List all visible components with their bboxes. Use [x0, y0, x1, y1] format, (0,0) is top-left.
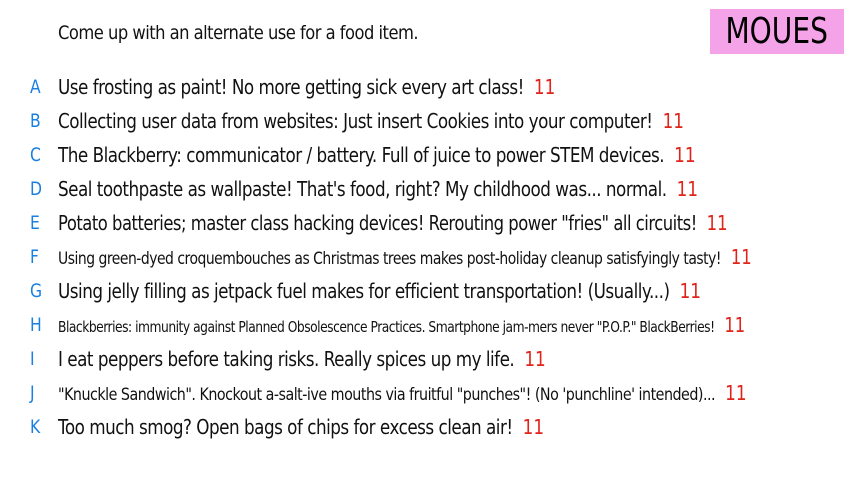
answer-letter: C	[30, 144, 41, 166]
answer-score: 11	[679, 279, 701, 303]
answer-row[interactable]: K Too much smog? Open bags of chips for …	[0, 410, 853, 444]
answer-text: Using jelly filling as jetpack fuel make…	[58, 279, 670, 303]
answer-text: I eat peppers before taking risks. Reall…	[58, 347, 515, 371]
answer-score: 11	[674, 143, 696, 167]
player-name: MOUES	[725, 11, 829, 52]
answer-row[interactable]: J "Knuckle Sandwich". Knockout a-salt-iv…	[0, 376, 853, 410]
answer-letter: H	[30, 314, 42, 336]
answer-row[interactable]: D Seal toothpaste as wallpaste! That's f…	[0, 172, 853, 206]
answer-score: 11	[730, 245, 752, 269]
answer-letter: D	[30, 178, 43, 200]
answer-letter: E	[30, 212, 40, 234]
answer-letter: F	[30, 246, 39, 268]
answer-text: Blackberries: immunity against Planned O…	[58, 318, 715, 336]
answer-row[interactable]: C The Blackberry: communicator / battery…	[0, 138, 853, 172]
answer-score: 11	[533, 75, 556, 99]
player-badge: MOUES	[710, 9, 844, 54]
answer-text: Too much smog? Open bags of chips for ex…	[58, 415, 513, 439]
answer-score: 11	[662, 109, 684, 133]
answer-score: 11	[724, 313, 746, 337]
answer-text: Potato batteries; master class hacking d…	[58, 211, 697, 235]
answer-score: 11	[522, 415, 545, 439]
answer-text: The Blackberry: communicator / battery. …	[58, 143, 665, 167]
answer-row[interactable]: G Using jelly filling as jetpack fuel ma…	[0, 274, 853, 308]
answer-score: 11	[676, 177, 699, 201]
answer-letter: K	[30, 416, 41, 438]
answer-row[interactable]: I I eat peppers before taking risks. Rea…	[0, 342, 853, 376]
answer-row[interactable]: B Collecting user data from websites: Ju…	[0, 104, 853, 138]
answer-letter: A	[30, 76, 41, 98]
answer-text: Seal toothpaste as wallpaste! That's foo…	[58, 177, 667, 201]
answer-letter: B	[30, 110, 41, 132]
answer-row[interactable]: E Potato batteries; master class hacking…	[0, 206, 853, 240]
answer-letter: I	[30, 348, 35, 370]
answer-text: Collecting user data from websites: Just…	[58, 109, 653, 133]
answer-text: Use frosting as paint! No more getting s…	[58, 75, 524, 99]
answer-row[interactable]: A Use frosting as paint! No more getting…	[0, 70, 853, 104]
answer-score: 11	[524, 347, 546, 371]
answer-text: "Knuckle Sandwich". Knockout a-salt-ive …	[58, 385, 716, 405]
answer-score: 11	[725, 381, 747, 405]
answer-letter: J	[30, 382, 35, 404]
answer-row[interactable]: H Blackberries: immunity against Planned…	[0, 308, 853, 342]
answer-text: Using green-dyed croquembouches as Chris…	[58, 249, 722, 269]
answer-letter: G	[30, 280, 43, 302]
answer-row[interactable]: F Using green-dyed croquembouches as Chr…	[0, 240, 853, 274]
prompt-text: Come up with an alternate use for a food…	[58, 22, 419, 44]
answer-score: 11	[706, 211, 728, 235]
